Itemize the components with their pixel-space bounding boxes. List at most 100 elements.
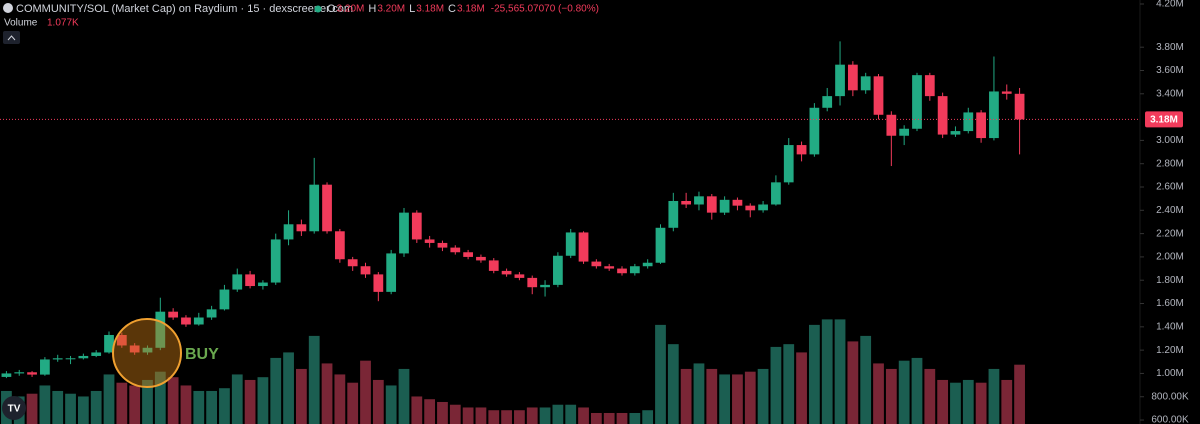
volume-bar	[270, 357, 282, 424]
candle-body	[937, 96, 948, 135]
volume-bar	[783, 344, 795, 424]
volume-bar	[283, 352, 294, 424]
buy-annotation: BUY	[185, 346, 219, 363]
candle-body	[783, 145, 794, 183]
volume-bar	[167, 377, 179, 424]
candle-body	[514, 274, 525, 278]
volume-bar	[603, 412, 615, 424]
candle-body	[771, 182, 781, 205]
candle-body	[642, 262, 653, 267]
volume-bar	[411, 396, 423, 424]
candle-body	[322, 184, 332, 232]
y-tick-label: 3.60M	[1156, 65, 1184, 76]
candle-body	[886, 114, 897, 136]
volume-bar	[231, 374, 243, 424]
candle-body	[296, 224, 307, 232]
symbol-icon	[3, 3, 13, 13]
status-dot	[314, 5, 322, 13]
candle-body	[309, 184, 320, 232]
y-tick-label: 4.20M	[1156, 0, 1184, 10]
candle-body	[796, 145, 807, 155]
volume-bar	[988, 368, 1000, 424]
candle-body	[386, 253, 397, 292]
volume-bar	[950, 382, 961, 424]
y-tick-label: 1.60M	[1156, 298, 1184, 309]
volume-bar	[667, 344, 679, 424]
candle-body	[78, 355, 89, 359]
candle-body	[424, 239, 435, 243]
volume-bar	[103, 374, 115, 424]
candle-body	[334, 231, 345, 260]
candle-body	[629, 266, 640, 274]
candle-body	[14, 372, 25, 374]
volume-bar	[744, 371, 756, 424]
volume-bar	[526, 407, 538, 424]
candle-body	[129, 345, 140, 353]
candle-body	[719, 199, 730, 213]
y-tick-label: 2.60M	[1156, 182, 1184, 193]
volume-bar	[590, 412, 602, 424]
volume-bar	[898, 360, 910, 424]
candle-body	[65, 358, 76, 360]
volume-bar	[360, 360, 371, 424]
volume-bar	[65, 393, 76, 424]
volume-bar	[552, 404, 564, 424]
volume-bar	[52, 390, 64, 424]
candle-body	[847, 64, 858, 91]
y-tick-label: 3.80M	[1156, 42, 1184, 53]
y-tick-label: 1.80M	[1156, 275, 1184, 286]
collapse-button[interactable]	[3, 31, 20, 44]
candle-body	[91, 352, 102, 356]
candle-body	[540, 284, 550, 288]
candle-body	[463, 252, 473, 257]
ohlc-value: 3.20M	[377, 4, 405, 15]
candle-body	[181, 317, 191, 325]
volume-bar	[501, 410, 512, 424]
header: COMMUNITY/SOL (Market Cap) on Raydium · …	[3, 3, 599, 44]
volume-bar	[206, 390, 217, 424]
candle-body	[860, 76, 871, 91]
volume-bar	[539, 407, 551, 424]
candle-body	[40, 359, 50, 375]
volume-bar	[860, 335, 872, 424]
candle-body	[694, 196, 704, 205]
volume-bar	[885, 368, 897, 424]
y-tick-label: 600.00K	[1151, 415, 1189, 424]
change: -25,565.07070 (−0.80%)	[491, 4, 599, 15]
candle-body	[283, 224, 294, 240]
candle-body	[501, 270, 512, 275]
candle-body	[912, 75, 922, 129]
volume-bar	[642, 410, 654, 424]
candle-body	[373, 274, 384, 292]
candle-body	[873, 76, 884, 115]
volume-bar	[809, 324, 820, 424]
candle-body	[706, 196, 717, 213]
volume-label: Volume	[4, 18, 38, 29]
candle-body	[745, 205, 756, 211]
candle-body	[245, 274, 255, 287]
candle-body	[450, 247, 461, 253]
volume-bar	[321, 363, 333, 424]
volume-bar	[244, 379, 256, 424]
candle-body	[206, 309, 217, 318]
candle-body	[655, 227, 666, 263]
volume-bar	[372, 379, 384, 424]
candle-body	[553, 255, 563, 285]
volume-bar	[449, 404, 461, 424]
volume-bar	[26, 393, 38, 424]
y-tick-label: 1.00M	[1156, 368, 1184, 379]
candle-body	[758, 204, 768, 211]
y-tick-label: 2.80M	[1156, 158, 1184, 169]
candle-body	[52, 358, 63, 360]
volume-bar	[578, 407, 589, 424]
candle-body	[732, 199, 743, 206]
volume-bar	[193, 390, 205, 424]
ohlc-label: H	[368, 3, 376, 15]
ohlc-value: 3.18M	[457, 4, 485, 15]
volume-bar	[655, 324, 666, 424]
volume-bar	[796, 352, 807, 424]
candle-body	[193, 317, 204, 325]
price-pane	[1, 41, 1025, 379]
candle-body	[976, 112, 986, 139]
